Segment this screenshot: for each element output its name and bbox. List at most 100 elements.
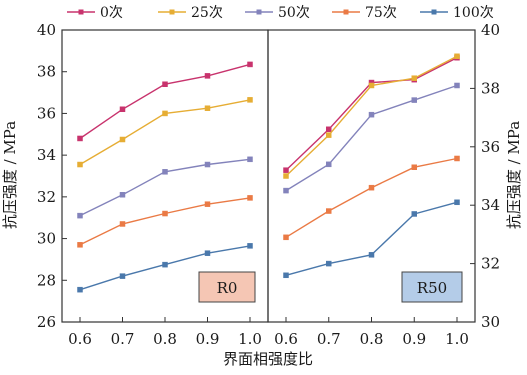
series-line [285,201,458,276]
data-point [204,105,211,111]
y-tick-label: 38 [481,79,500,97]
legend-label: 50次 [278,5,310,21]
data-point [247,195,253,201]
y-tick-label: 40 [481,21,500,39]
data-point [283,173,289,179]
series-0 [77,61,253,142]
y-tick-label: 36 [481,138,500,156]
data-point [162,210,168,217]
y-tick-label: 28 [37,271,56,289]
y-tick-label: 36 [37,104,56,122]
data-point [411,97,417,103]
data-point [368,82,375,89]
data-point [326,132,332,138]
data-point [77,161,83,168]
data-point [162,261,168,268]
data-point [247,97,253,103]
data-point [204,201,211,207]
data-point [247,243,253,249]
data-point [247,156,253,163]
legend-marker [343,9,349,15]
panel-r50: 30 32 34 36 38 40 0.6 0.7 0.8 0.9 1.0 R50 [267,21,500,348]
legend-label: 25次 [191,5,223,21]
panel-tag-box [198,271,256,303]
legend-marker [78,9,84,15]
panel-tag: R0 [198,271,256,303]
data-point [283,234,289,241]
data-point [454,199,460,206]
data-point [454,155,460,162]
data-point [283,167,289,173]
data-point [283,272,289,279]
data-point [368,184,375,191]
series-line [79,197,251,246]
series-line [285,157,458,238]
data-point [454,53,460,60]
data-point [411,75,417,81]
series-line [79,63,251,140]
legend: 0次 25次 50次 75次 100次 [67,5,494,21]
data-point [204,161,211,168]
data-point [162,110,168,117]
series-line [285,84,458,192]
data-point [77,286,83,293]
x-axis-title: 界面相强度比 [223,350,313,368]
legend-item: 75次 [332,5,397,21]
data-point [326,208,332,214]
data-point [411,164,417,170]
legend-item: 50次 [245,5,310,21]
x-tick-label: 0.7 [111,330,135,348]
data-point [119,192,126,198]
series-3 [77,195,253,248]
x-tick-label: 1.0 [238,330,262,348]
data-point [326,161,332,168]
series-2 [283,82,460,194]
data-point [368,111,375,118]
data-point [204,250,211,256]
x-tick-label: 0.8 [153,330,177,348]
series-1 [77,97,253,168]
legend-item: 100次 [420,5,494,21]
x-tick-label: 0.6 [274,330,298,348]
data-point [119,106,126,113]
y-tick-label: 30 [481,313,500,331]
y-axis-title-right: 抗压强度 / MPa [505,121,523,229]
x-tick-label: 1.0 [445,330,469,348]
data-point [326,126,332,133]
data-point [77,212,83,219]
series-line [79,99,251,166]
y-tick-label: 38 [37,63,56,81]
series-4 [283,199,460,279]
series-4 [77,243,253,293]
series-1 [283,53,460,179]
legend-label: 0次 [100,5,123,21]
data-point [77,242,83,248]
panel-tag-label: R0 [217,279,238,297]
y-tick-label: 40 [37,21,56,39]
x-tick-label: 0.6 [68,330,92,348]
data-point [283,187,289,194]
panel-tag: R50 [401,271,463,303]
data-point [119,273,126,279]
y-axis-title-left: 抗压强度 / MPa [1,121,19,229]
panel-tag-box [401,271,463,303]
y-tick-label: 34 [481,196,500,214]
legend-label: 75次 [365,5,397,21]
y-tick-label: 34 [37,146,56,164]
series-line [79,158,251,217]
data-point [326,260,332,267]
legend-marker [169,9,175,15]
panel-r0: 26 28 30 32 34 36 38 40 0.6 0.7 0.8 0.9 1.0 R0 [37,21,269,348]
y-tick-label: 30 [37,230,56,248]
data-point [119,221,126,227]
x-tick-label: 0.7 [317,330,341,348]
legend-marker [431,9,437,15]
data-point [162,169,168,175]
data-point [119,136,126,143]
data-point [368,252,375,258]
y-tick-label: 32 [37,188,56,206]
series-3 [283,155,460,241]
data-point [162,81,168,87]
